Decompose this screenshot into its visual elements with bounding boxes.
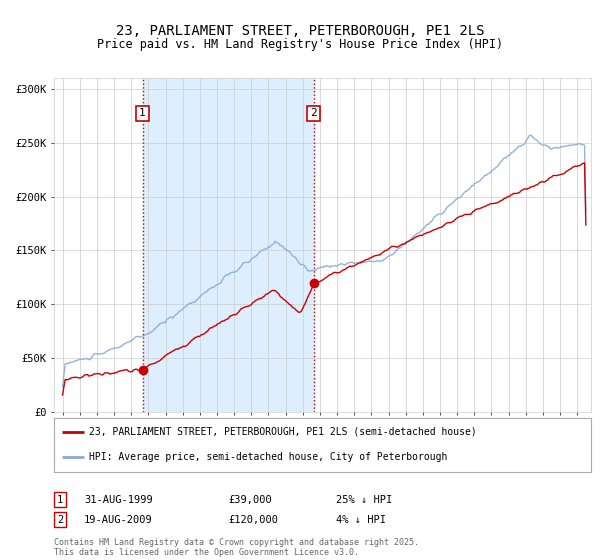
Text: 19-AUG-2009: 19-AUG-2009 <box>84 515 153 525</box>
Text: 31-AUG-1999: 31-AUG-1999 <box>84 494 153 505</box>
Text: 2: 2 <box>310 109 317 118</box>
Text: Price paid vs. HM Land Registry's House Price Index (HPI): Price paid vs. HM Land Registry's House … <box>97 38 503 52</box>
Text: £39,000: £39,000 <box>228 494 272 505</box>
Text: 23, PARLIAMENT STREET, PETERBOROUGH, PE1 2LS (semi-detached house): 23, PARLIAMENT STREET, PETERBOROUGH, PE1… <box>89 427 476 437</box>
Text: 4% ↓ HPI: 4% ↓ HPI <box>336 515 386 525</box>
Text: Contains HM Land Registry data © Crown copyright and database right 2025.
This d: Contains HM Land Registry data © Crown c… <box>54 538 419 557</box>
Text: 23, PARLIAMENT STREET, PETERBOROUGH, PE1 2LS: 23, PARLIAMENT STREET, PETERBOROUGH, PE1… <box>116 24 484 38</box>
Text: 25% ↓ HPI: 25% ↓ HPI <box>336 494 392 505</box>
Bar <box>143 78 314 412</box>
Text: 2: 2 <box>57 515 63 525</box>
Text: HPI: Average price, semi-detached house, City of Peterborough: HPI: Average price, semi-detached house,… <box>89 451 447 461</box>
Text: 1: 1 <box>57 494 63 505</box>
Text: 1: 1 <box>139 109 146 118</box>
Text: £120,000: £120,000 <box>228 515 278 525</box>
